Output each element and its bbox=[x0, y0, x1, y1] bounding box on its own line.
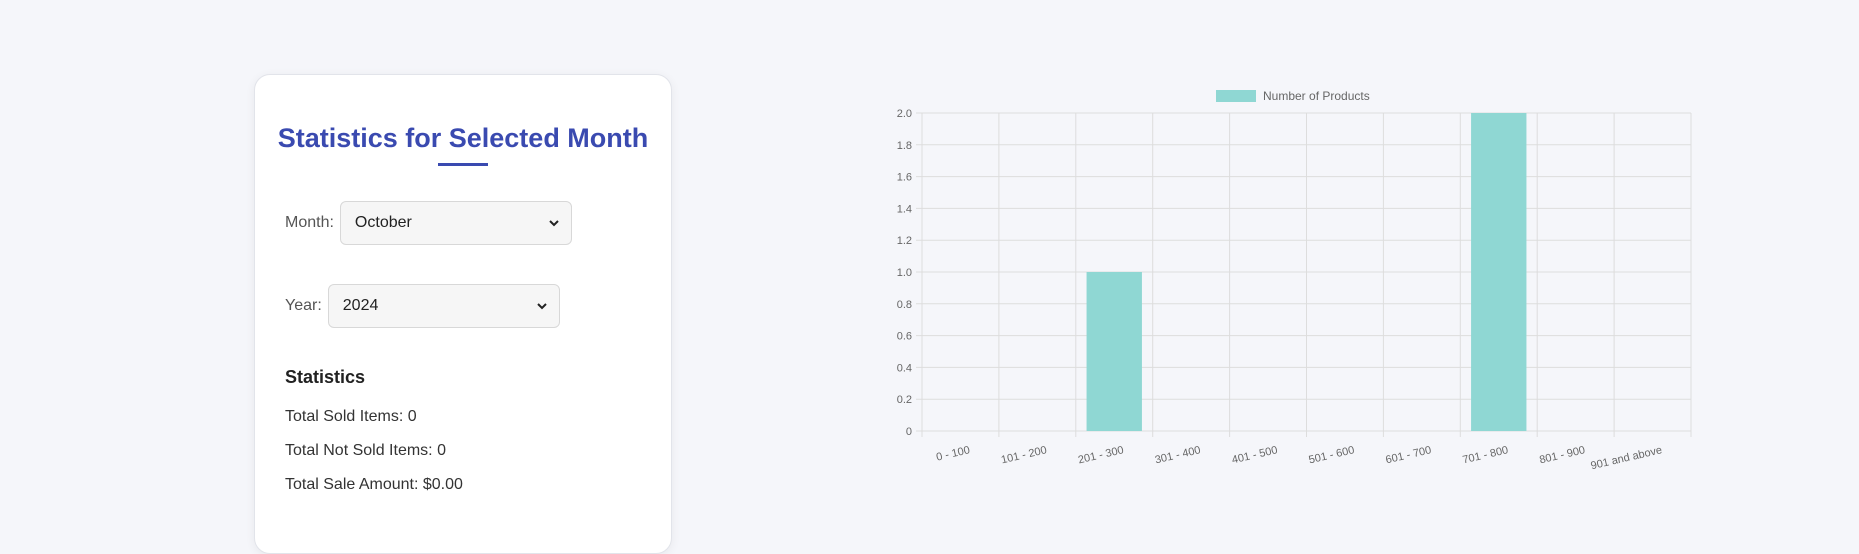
y-tick-label: 0.2 bbox=[897, 394, 912, 406]
x-tick-label: 501 - 600 bbox=[1308, 444, 1356, 466]
x-tick-label: 601 - 700 bbox=[1385, 444, 1433, 466]
x-tick-label: 801 - 900 bbox=[1538, 444, 1586, 466]
y-tick-label: 1.2 bbox=[897, 235, 912, 247]
x-tick-label: 901 and above bbox=[1590, 444, 1664, 472]
bar bbox=[1086, 272, 1142, 431]
x-tick-label: 301 - 400 bbox=[1154, 444, 1202, 466]
legend-swatch bbox=[1216, 90, 1256, 102]
y-tick-label: 1.4 bbox=[897, 203, 912, 215]
y-tick-label: 0.4 bbox=[897, 362, 912, 374]
year-select[interactable]: 2024 bbox=[327, 284, 560, 328]
month-select-value: October bbox=[354, 214, 412, 231]
chevron-down-icon bbox=[549, 220, 559, 227]
total-not-sold-items: Total Not Sold Items: 0 bbox=[285, 442, 446, 459]
bar bbox=[1471, 113, 1527, 431]
y-tick-label: 0.8 bbox=[897, 299, 912, 311]
y-tick-label: 0 bbox=[906, 426, 912, 438]
y-tick-label: 2.0 bbox=[897, 108, 912, 120]
chevron-down-icon bbox=[537, 303, 547, 310]
year-label: Year: bbox=[285, 297, 322, 314]
x-tick-label: 701 - 800 bbox=[1461, 444, 1509, 466]
month-select[interactable]: October bbox=[339, 201, 572, 245]
card-title: Statistics for Selected Month bbox=[277, 123, 649, 153]
title-underline bbox=[438, 163, 488, 166]
legend-label: Number of Products bbox=[1263, 89, 1370, 103]
statistics-card: Statistics for Selected Month Month: Oct… bbox=[254, 74, 672, 554]
x-tick-label: 101 - 200 bbox=[1000, 444, 1048, 466]
chart-svg: 0 0.2 0.4 0.6 0.8 1.0 1.2 1.4 1.6 1.8 2.0 0 - 100 10… bbox=[897, 89, 1692, 472]
month-label: Month: bbox=[285, 214, 334, 231]
year-field: Year: 2024 bbox=[285, 284, 560, 328]
month-field: Month: October bbox=[285, 201, 572, 245]
y-tick-label: 1.0 bbox=[897, 267, 912, 279]
year-select-value: 2024 bbox=[342, 297, 379, 314]
y-tick-label: 0.6 bbox=[897, 331, 912, 343]
x-tick-label: 201 - 300 bbox=[1077, 444, 1125, 466]
x-tick-label: 401 - 500 bbox=[1231, 444, 1279, 466]
statistics-heading: Statistics bbox=[285, 367, 366, 387]
y-tick-label: 1.8 bbox=[897, 140, 912, 152]
total-sale-amount: Total Sale Amount: $0.00 bbox=[285, 476, 463, 493]
x-tick-label: 0 - 100 bbox=[935, 444, 971, 463]
price-range-bar-chart: 0 0.2 0.4 0.6 0.8 1.0 1.2 1.4 1.6 1.8 2.0 0 - 100 10… bbox=[880, 80, 1700, 500]
y-tick-label: 1.6 bbox=[897, 172, 912, 184]
total-sold-items: Total Sold Items: 0 bbox=[285, 408, 417, 425]
